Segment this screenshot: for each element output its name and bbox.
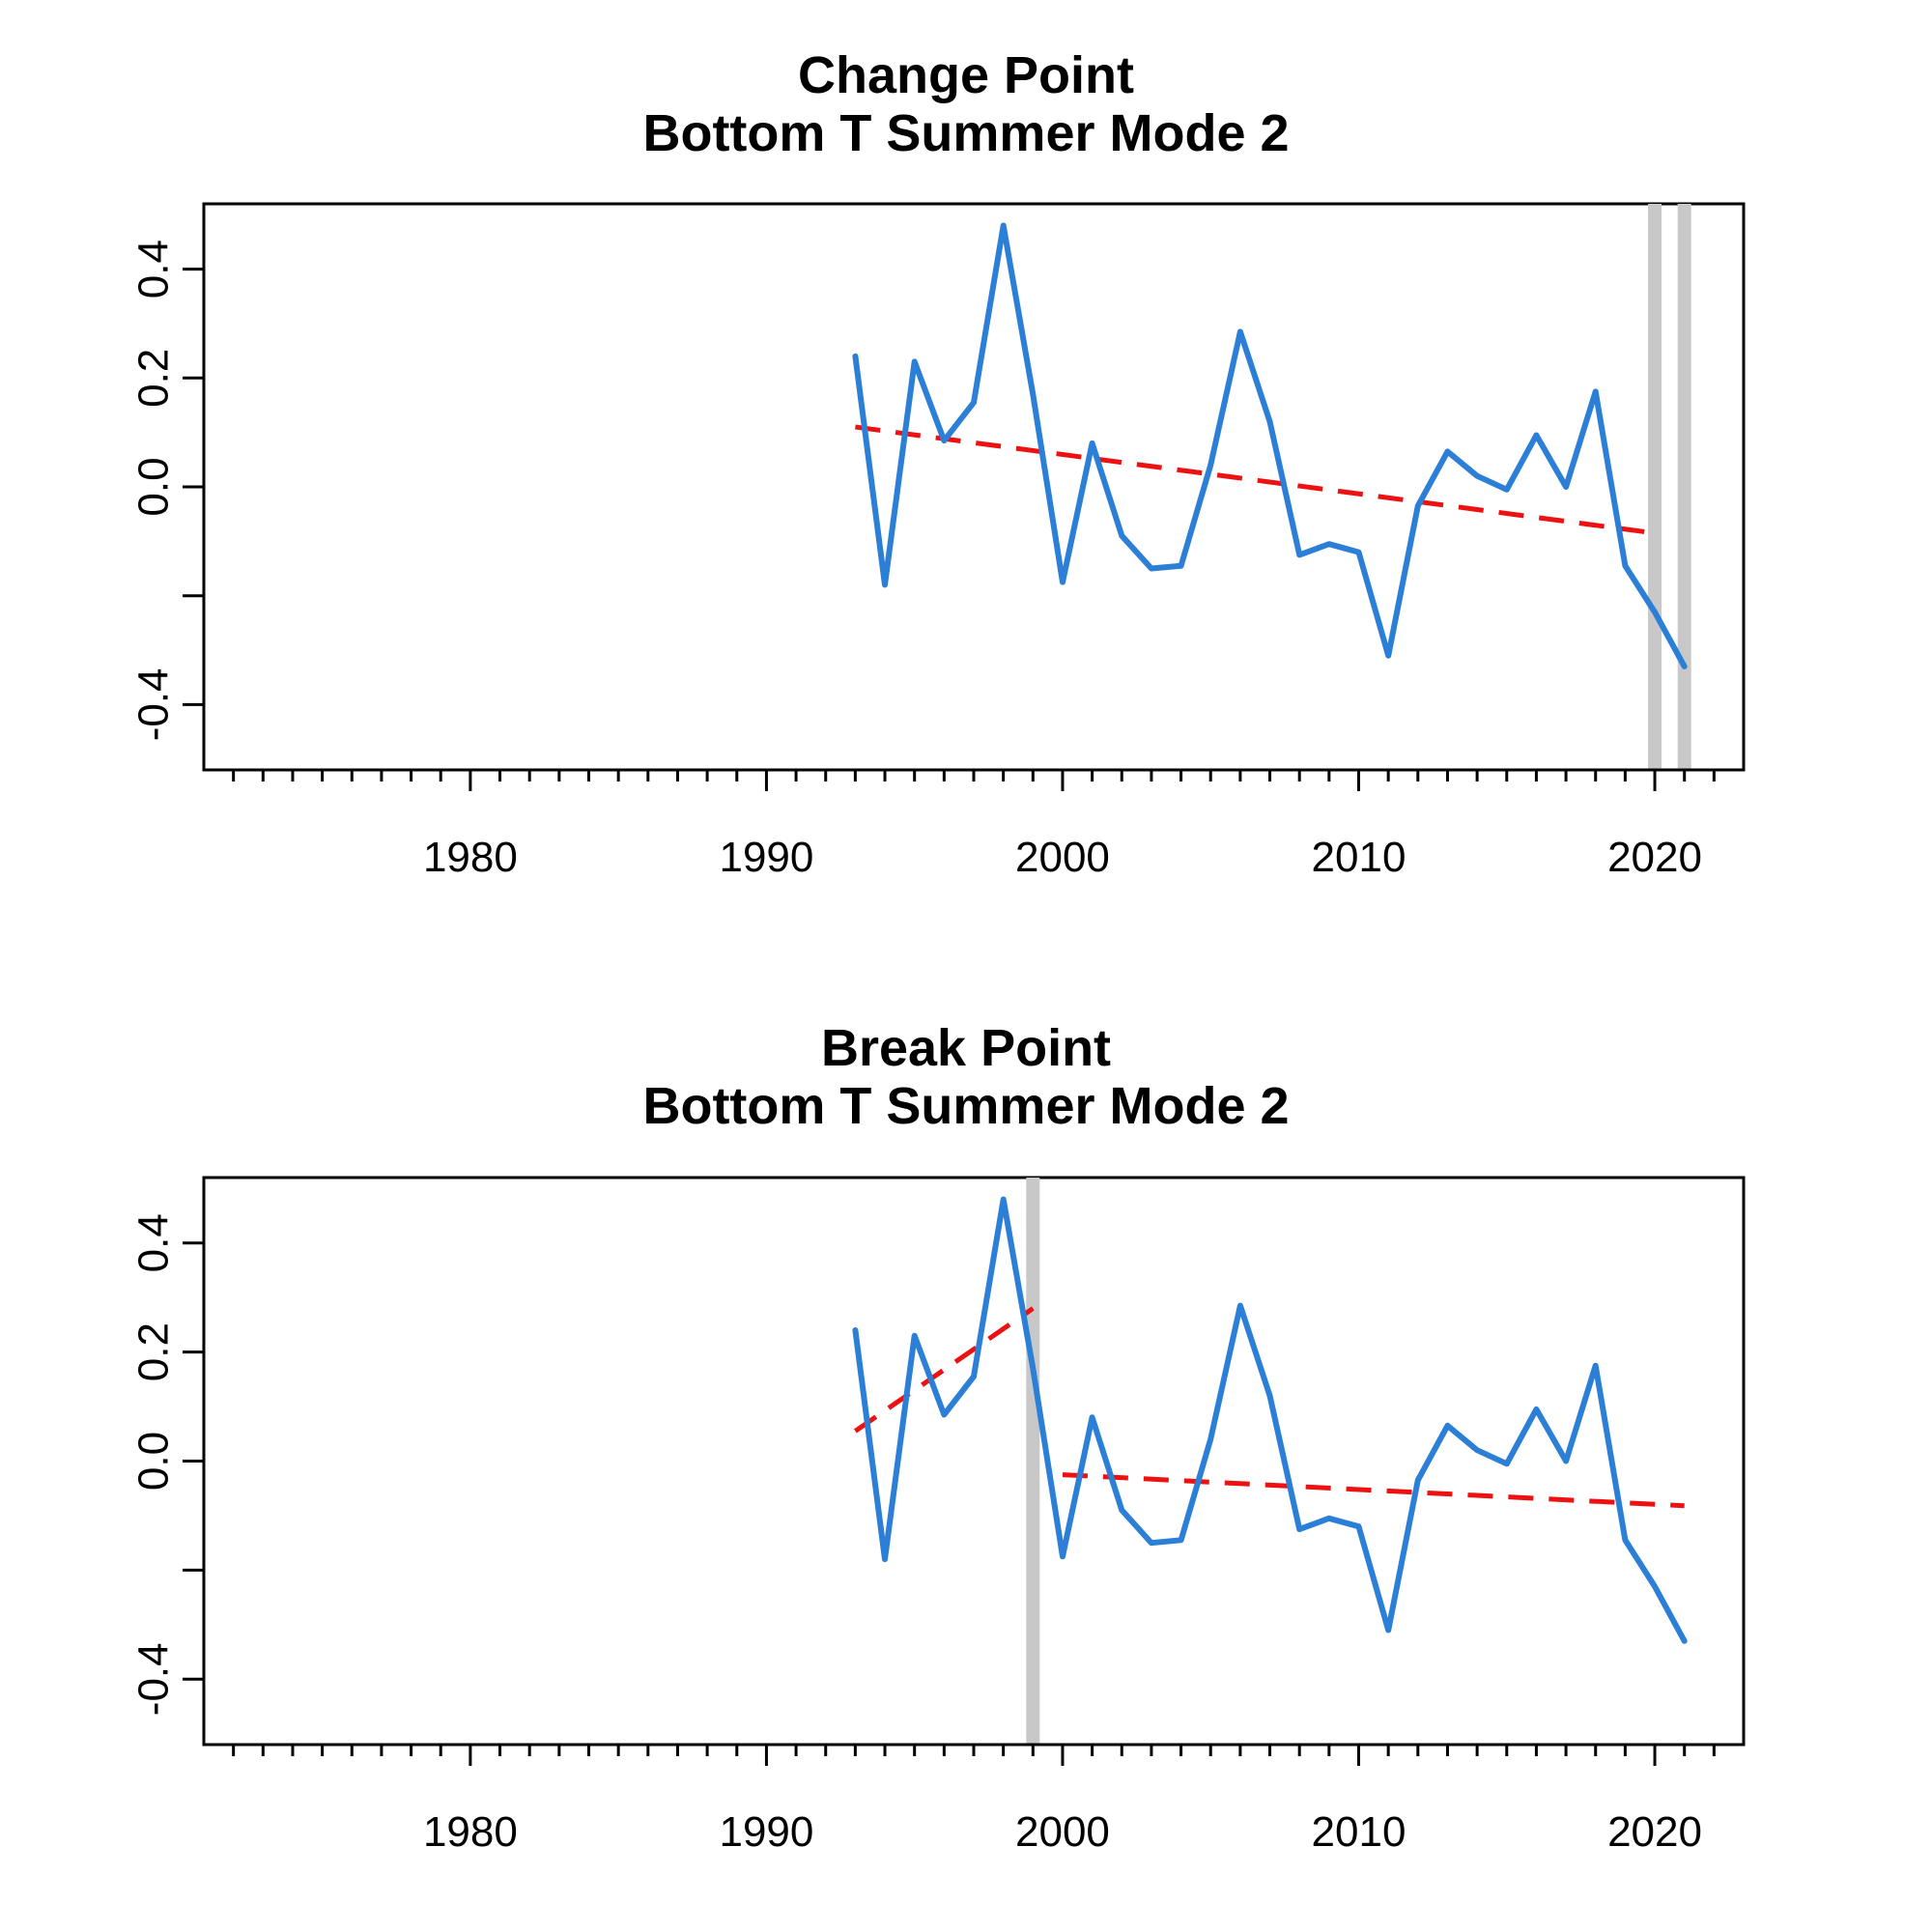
panel-1-plot-area: 1980 1990 2000 2010 2020 -0.4 0.0 0.2 0.4 (130, 202, 1746, 881)
y-tick-label: -0.4 (130, 1642, 178, 1716)
x-tick-label: 1980 (423, 1808, 518, 1856)
y-tick-label: -0.4 (130, 668, 178, 741)
panel-2-plot-area: 1980 1990 2000 2010 2020 -0.4 0.0 0.2 0.4 (130, 1176, 1746, 1856)
series-line (852, 222, 1688, 669)
panel-2-title: Break Point (821, 1019, 1111, 1077)
panel-break-point: Break Point Bottom T Summer Mode 2 1980 1… (130, 1019, 1746, 1856)
plot-frame (202, 1176, 1746, 1747)
x-tick-label: 1990 (719, 1808, 813, 1856)
y-axis: -0.4 0.0 0.2 0.4 (130, 240, 206, 741)
trend-line (855, 424, 1656, 536)
y-tick-label: 0.2 (130, 1322, 178, 1381)
panel-change-point: Change Point Bottom T Summer Mode 2 1980… (130, 46, 1746, 881)
y-tick-label: 0.0 (130, 1432, 178, 1491)
x-tick-label: 2010 (1312, 1808, 1406, 1856)
x-tick-label: 2000 (1015, 834, 1110, 881)
plot-frame (202, 202, 1746, 772)
y-axis: -0.4 0.0 0.2 0.4 (130, 1213, 206, 1716)
x-tick-label: 2020 (1607, 834, 1702, 881)
x-tick-label: 1990 (719, 834, 813, 881)
x-axis: 1980 1990 2000 2010 2020 (232, 1743, 1716, 1856)
y-tick-label: 0.0 (130, 457, 178, 516)
trend-line (1062, 1472, 1685, 1509)
x-tick-label: 2020 (1607, 1808, 1702, 1856)
x-tick-label: 1980 (423, 834, 518, 881)
x-tick-label: 2010 (1312, 834, 1406, 881)
panel-2-subtitle: Bottom T Summer Mode 2 (642, 1077, 1289, 1135)
y-tick-label: 0.4 (130, 1213, 178, 1272)
y-tick-label: 0.4 (130, 240, 178, 298)
series-line (852, 1196, 1688, 1644)
x-tick-label: 2000 (1015, 1808, 1110, 1856)
panel-1-subtitle: Bottom T Summer Mode 2 (642, 104, 1289, 162)
trend-line (853, 1306, 1035, 1434)
panel-1-title: Change Point (798, 46, 1134, 104)
x-axis: 1980 1990 2000 2010 2020 (232, 768, 1716, 881)
y-tick-label: 0.2 (130, 349, 178, 408)
